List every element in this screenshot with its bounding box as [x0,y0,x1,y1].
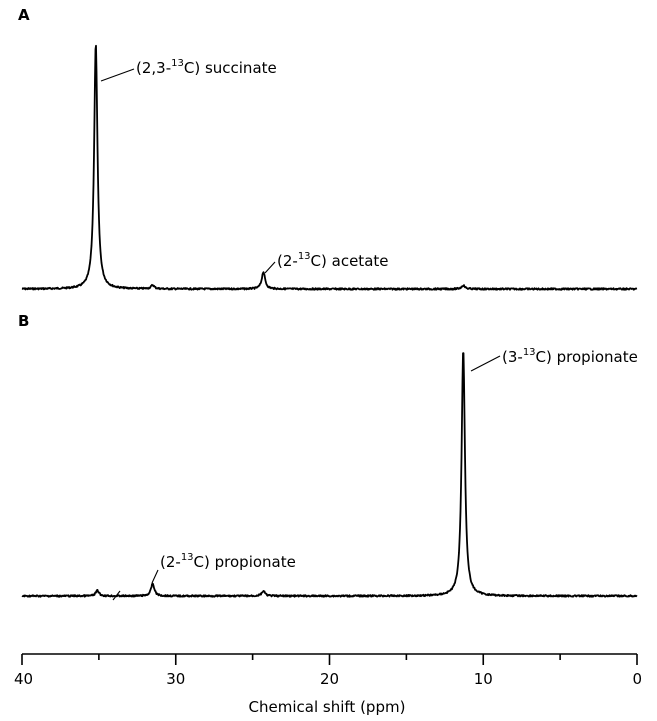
acetate-leader-line [264,261,276,274]
panel-a: A (2,3-13C) succinate (2-13C) acetate [18,6,638,291]
x-tick-label: 10 [474,670,493,688]
x-axis: 40 30 20 10 0 Chemical shift (ppm) [14,653,642,716]
x-axis-ticks: 40 30 20 10 0 [14,654,642,688]
panel-b: B (3-13C) propionate (2-13C) propionate [18,312,638,601]
2-propionate-leader-line [151,569,159,584]
2-propionate-peak-label: (2-13C) propionate [160,552,296,571]
x-tick-label: 40 [14,670,33,688]
panel-b-spectrum-line [21,352,638,598]
3-propionate-peak-label: (3-13C) propionate [502,347,638,366]
x-tick-label: 20 [320,670,339,688]
succinate-peak-label: (2,3-13C) succinate [136,58,277,77]
x-axis-title: Chemical shift (ppm) [249,698,406,716]
panel-b-small-artifact-mark [112,590,121,601]
acetate-peak-label: (2-13C) acetate [277,251,389,270]
panel-a-letter: A [18,6,30,24]
panel-a-spectrum-line [21,44,638,291]
panel-b-letter: B [18,312,29,330]
succinate-leader-line [100,68,135,82]
3-propionate-leader-line [470,355,501,372]
x-tick-label: 0 [632,670,642,688]
x-tick-label: 30 [166,670,185,688]
